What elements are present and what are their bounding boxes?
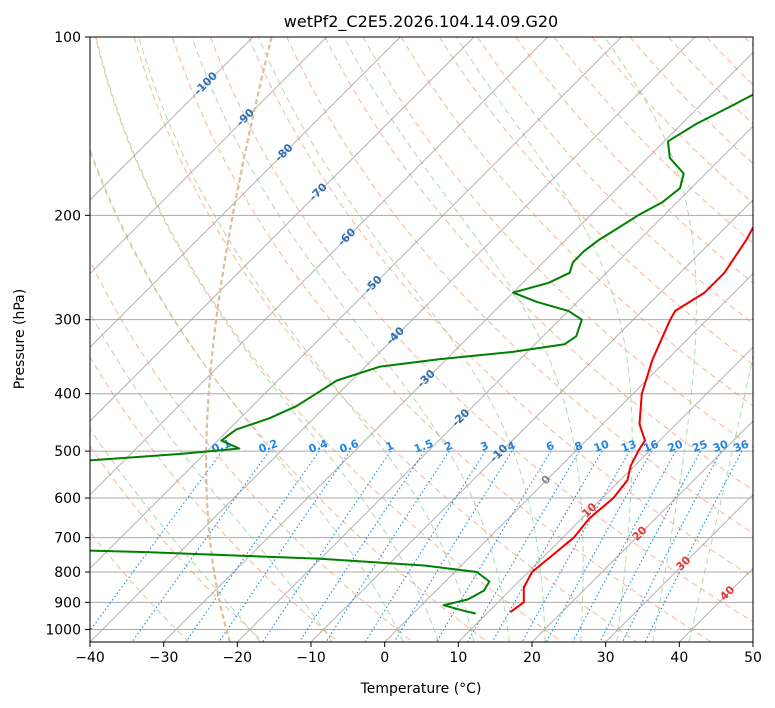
mixing-ratio-label: 8 [573,439,585,454]
y-tick-label: 200 [54,208,81,224]
mixing-ratio-line [298,450,425,642]
mixing-ratio-label: 2 [443,439,455,454]
x-tick-label: 30 [597,650,615,666]
mixing-ratio-label: 1.5 [412,437,435,456]
y-tick-label: 600 [54,491,81,507]
mixing-ratio-label: 10 [592,438,611,456]
y-tick-label: 100 [54,30,81,46]
y-tick-label: 900 [54,595,81,611]
y-axis-label: Pressure (hPa) [12,289,28,389]
isotherm-line [90,37,475,422]
mixing-ratio-label: 0.2 [257,437,280,456]
isotherm-line [531,420,753,642]
isotherm-line [384,272,753,642]
plot-frame [89,36,754,643]
moist-adiabat [257,37,546,642]
dry-adiabat [90,150,488,642]
dry-adiabat [210,37,753,623]
mixing-ratio-line [545,450,653,642]
mixing-ratio-line [393,450,513,642]
mixing-ratio-line [599,450,701,642]
dry-adiabat [90,356,339,642]
x-axis-label: Temperature (°C) [360,681,482,697]
x-tick-label: 0 [380,650,389,666]
mixing-ratio-label: 25 [691,438,710,455]
moist-adiabat [191,37,510,642]
mixing-ratio-line [90,450,223,632]
mixing-ratio-label: 0.6 [338,437,361,456]
mixing-ratio-line [491,450,603,642]
moist-adiabat [90,147,404,642]
dry-adiabat [95,37,563,642]
x-tick-label: −20 [223,650,253,666]
mixing-ratio-line [218,450,351,642]
curved-guide-line [205,37,273,642]
y-tick-label: 1000 [45,622,81,638]
y-tick-label: 800 [54,565,81,581]
profile-lines [90,93,753,615]
dry-adiabat [438,37,753,366]
temperature-profile [509,225,753,614]
isotherm-line [90,37,696,642]
x-tick-label: 20 [523,650,541,666]
mixing-ratio-label: 6 [544,439,556,454]
isotherm-line [605,493,753,642]
moist-adiabat [94,37,439,642]
moist-adiabat [604,37,697,642]
dry-adiabat [133,37,638,642]
isotherm-line [90,37,328,275]
mixing-ratio-label: 1 [384,439,396,454]
moist-adiabat [90,311,333,642]
y-tick-label: 300 [54,313,81,329]
x-tick-label: −30 [149,650,179,666]
dry-adiabat [477,37,753,325]
mixing-ratio-label: 13 [619,438,638,455]
isotherm-line [236,125,753,642]
mixing-ratio-label: 16 [642,438,661,456]
axes: −40 −30 −20 −10 0 10 20 30 40 5010020030040050060… [45,30,762,666]
mixing-ratio-label: 20 [666,438,685,456]
chart-title: wetPf2_C2E5.2026.104.14.09.G20 [284,12,558,32]
mixing-ratio-line [262,450,392,642]
isotherm-line [310,199,753,642]
x-tick-label: 10 [449,650,467,666]
mixing-ratio-label: 36 [732,438,751,456]
x-tick-label: −40 [75,650,105,666]
x-tick-label: −10 [296,650,326,666]
mixing-ratio-line [621,450,722,642]
isotherm-line [90,37,254,201]
mixing-ratio-label: 3 [479,439,491,454]
dewpoint-profile [90,93,753,615]
moist-adiabat [90,427,261,642]
mixing-ratio-label: 30 [711,438,730,456]
moist-adiabat [343,37,584,642]
mixing-ratio-line [185,450,320,642]
background-lines [90,37,753,642]
mixing-ratio-line [572,450,677,642]
mixing-ratio-line [521,450,630,642]
mixing-ratio-line [644,450,743,642]
isotherm-line [90,37,549,496]
x-tick-label: 40 [670,650,688,666]
isotherm-line [90,37,622,570]
moist-adiabat [688,353,753,642]
isotherm-line [90,37,401,349]
y-tick-label: 400 [54,387,81,403]
y-tick-label: 500 [54,444,81,460]
mixing-ratio-label: 0.4 [307,437,330,456]
isotherm-line [457,346,753,642]
isotherm-line [163,51,753,642]
dry-adiabat [324,37,753,491]
y-tick-label: 700 [54,531,81,547]
x-tick-label: 50 [744,650,762,666]
mixing-ratio-label: 4 [505,439,517,454]
